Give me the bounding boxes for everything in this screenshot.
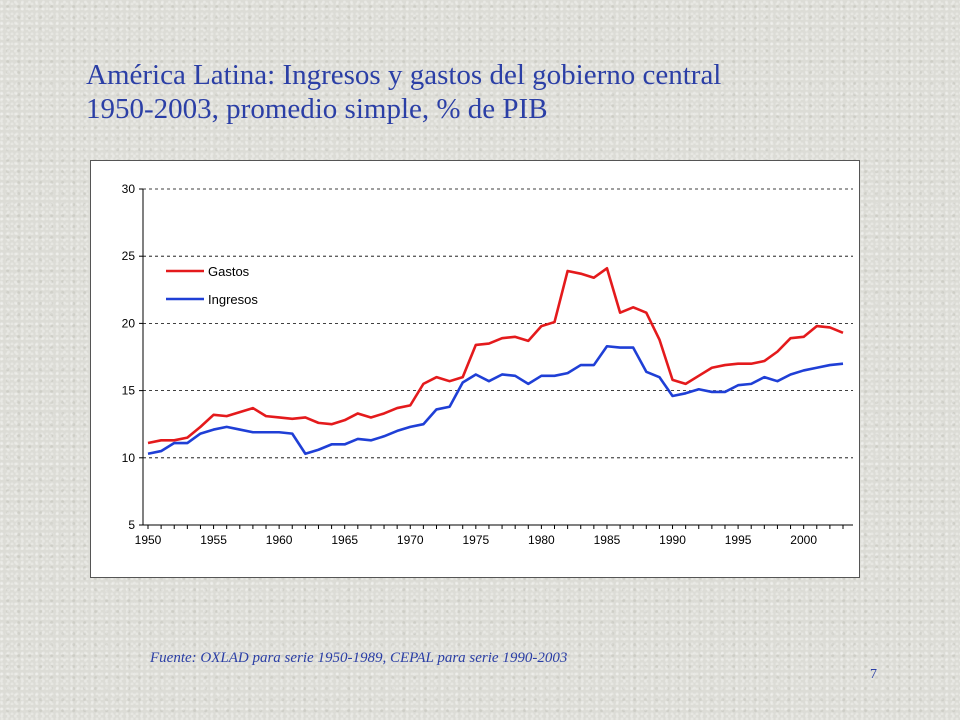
y-tick-label: 10 xyxy=(122,451,136,465)
page-number: 7 xyxy=(870,667,877,682)
x-tick-label: 1950 xyxy=(135,533,162,547)
y-tick-label: 5 xyxy=(128,518,135,532)
series-line-gastos xyxy=(147,267,844,445)
y-tick-label: 15 xyxy=(122,384,136,398)
line-chart: 5 10 15 20 25 30 1950 1955 1960 1965 1970 1975 1980… xyxy=(122,182,853,547)
y-tick-label: 30 xyxy=(122,182,136,196)
title-line-2: 1950-2003, promedio simple, % de PIB xyxy=(86,93,548,125)
series-line-ingresos xyxy=(147,344,844,456)
y-tick-label: 25 xyxy=(122,249,136,263)
x-tick-label: 1955 xyxy=(200,533,227,547)
x-tick-label: 1965 xyxy=(331,533,358,547)
y-ticks: 5 10 15 20 25 30 xyxy=(122,182,143,532)
series xyxy=(147,267,844,456)
y-tick-label: 20 xyxy=(122,316,136,330)
gridlines xyxy=(143,188,853,459)
legend-label-ingresos: Ingresos xyxy=(208,292,258,307)
x-tick-label: 1995 xyxy=(725,533,752,547)
x-tick-label: 1975 xyxy=(462,533,489,547)
chart-frame: 5 10 15 20 25 30 1950 1955 1960 1965 1970 1975 1980… xyxy=(90,160,860,578)
slide-title: América Latina: Ingresos y gastos del go… xyxy=(86,58,886,126)
x-ticks: 1950 1955 1960 1965 1970 1975 1980 1985 1990 1995… xyxy=(135,525,844,547)
axes xyxy=(142,189,853,526)
source-note: Fuente: OXLAD para serie 1950-1989, CEPA… xyxy=(150,650,568,666)
x-tick-label: 2000 xyxy=(790,533,817,547)
x-tick-label: 1980 xyxy=(528,533,555,547)
x-tick-label: 1970 xyxy=(397,533,424,547)
x-tick-label: 1985 xyxy=(594,533,621,547)
legend-label-gastos: Gastos xyxy=(208,264,250,279)
x-tick-label: 1960 xyxy=(266,533,293,547)
title-line-1: América Latina: Ingresos y gastos del go… xyxy=(86,59,722,91)
x-tick-label: 1990 xyxy=(659,533,686,547)
legend: Gastos Ingresos xyxy=(166,264,258,307)
